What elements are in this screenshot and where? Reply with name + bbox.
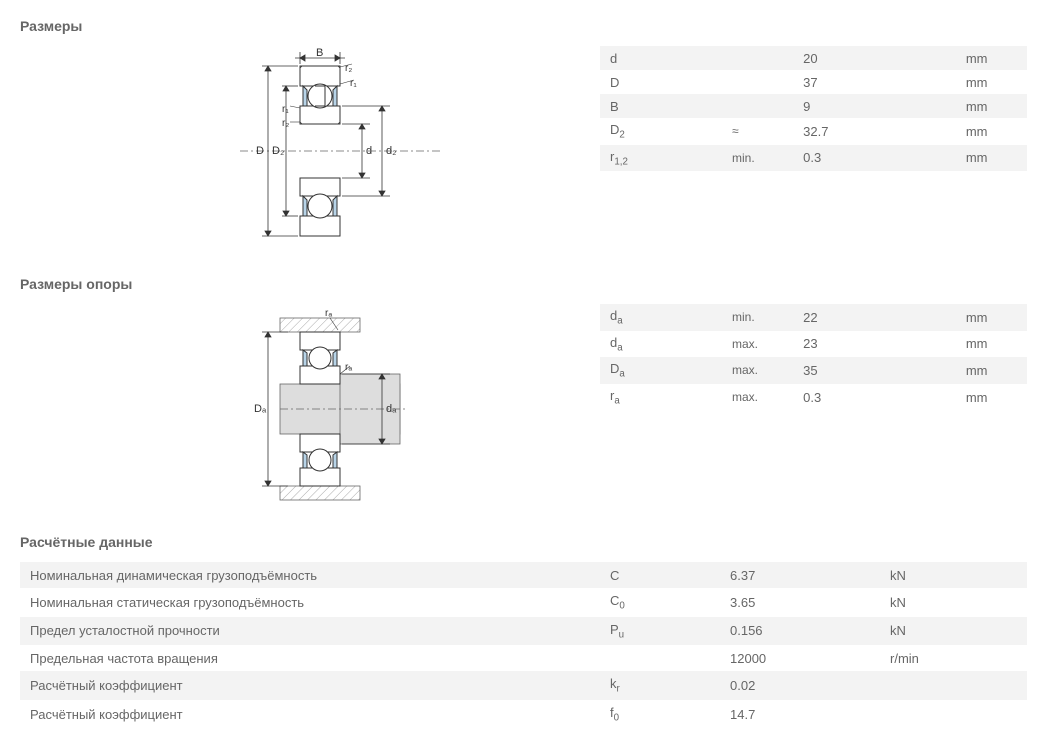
label-cell: Номинальная статическая грузоподъёмность [20,588,600,617]
qualifier-cell [722,70,793,94]
value-cell: 0.156 [720,617,880,646]
dim-ra-outer: rₐ [325,308,332,319]
symbol-cell: f0 [600,700,720,729]
value-cell: 3.65 [720,588,880,617]
value-cell: 23 [793,331,956,358]
value-cell: 0.3 [793,145,956,172]
label-cell: Предельная частота вращения [20,645,600,671]
unit-cell: mm [956,357,1027,384]
abutment-title: Размеры опоры [20,276,1027,292]
calc-table: Номинальная динамическая грузоподъёмност… [20,562,1027,728]
table-row: D 37mm [600,70,1027,94]
value-cell: 35 [793,357,956,384]
table-row: Номинальная динамическая грузоподъёмност… [20,562,1027,588]
dim-Da: Dₐ [254,403,267,415]
unit-cell [880,671,1027,700]
table-row: Damax.35mm [600,357,1027,384]
table-row: d 20mm [600,46,1027,70]
unit-cell: mm [956,145,1027,172]
abutment-section: rₐ rₐ Dₐ dₐ damin.22m [20,304,1027,514]
value-cell: 14.7 [720,700,880,729]
label-cell: Расчётный коэффициент [20,671,600,700]
value-cell: 0.02 [720,671,880,700]
dim-ra-inner: rₐ [345,362,352,373]
symbol-cell: C [600,562,720,588]
calc-title: Расчётные данные [20,534,1027,550]
symbol-cell: da [600,331,722,358]
bearing-diagram-svg: B r₂ r₁ r₁ r₂ D [240,46,440,256]
value-cell: 9 [793,94,956,118]
unit-cell: mm [956,118,1027,145]
symbol-cell: Pu [600,617,720,646]
label-cell: Номинальная динамическая грузоподъёмност… [20,562,600,588]
qualifier-cell: max. [722,331,793,358]
qualifier-cell: max. [722,384,793,411]
abutment-diagram: rₐ rₐ Dₐ dₐ [20,304,600,514]
unit-cell [880,700,1027,729]
value-cell: 12000 [720,645,880,671]
unit-cell: mm [956,304,1027,331]
dimensions-title: Размеры [20,18,1027,34]
table-row: Предел усталостной прочностиPu0.156kN [20,617,1027,646]
symbol-cell: r1,2 [600,145,722,172]
table-row: ramax.0.3mm [600,384,1027,411]
value-cell: 32.7 [793,118,956,145]
dim-d2: d₂ [386,145,396,157]
unit-cell: mm [956,331,1027,358]
qualifier-cell: max. [722,357,793,384]
symbol-cell: D [600,70,722,94]
dim-da: dₐ [386,403,397,415]
unit-cell: kN [880,617,1027,646]
table-row: Номинальная статическая грузоподъёмность… [20,588,1027,617]
symbol-cell: Da [600,357,722,384]
value-cell: 20 [793,46,956,70]
qualifier-cell: ≈ [722,118,793,145]
qualifier-cell [722,46,793,70]
abutment-table: damin.22mmdamax.23mmDamax.35mmramax.0.3m… [600,304,1027,410]
dim-d: d [366,145,372,157]
value-cell: 0.3 [793,384,956,411]
symbol-cell [600,645,720,671]
symbol-cell: d [600,46,722,70]
dim-B-label: B [316,47,323,59]
abutment-diagram-svg: rₐ rₐ Dₐ dₐ [240,304,440,514]
table-row: B 9mm [600,94,1027,118]
table-row: D2≈32.7mm [600,118,1027,145]
table-row: Расчётный коэффициентkr0.02 [20,671,1027,700]
symbol-cell: kr [600,671,720,700]
value-cell: 6.37 [720,562,880,588]
table-row: Предельная частота вращения 12000r/min [20,645,1027,671]
table-row: r1,2min.0.3mm [600,145,1027,172]
label-cell: Расчётный коэффициент [20,700,600,729]
symbol-cell: D2 [600,118,722,145]
unit-cell: r/min [880,645,1027,671]
dimensions-section: B r₂ r₁ r₁ r₂ D [20,46,1027,256]
symbol-cell: B [600,94,722,118]
dimensions-table: d20mmD37mmB9mmD2≈32.7mmr1,2min.0.3mm [600,46,1027,171]
label-cell: Предел усталостной прочности [20,617,600,646]
value-cell: 22 [793,304,956,331]
value-cell: 37 [793,70,956,94]
symbol-cell: ra [600,384,722,411]
dim-r1t: r₁ [350,78,357,89]
qualifier-cell: min. [722,304,793,331]
dim-D: D [256,145,264,157]
table-row: damin.22mm [600,304,1027,331]
symbol-cell: da [600,304,722,331]
unit-cell: kN [880,562,1027,588]
dimensions-diagram: B r₂ r₁ r₁ r₂ D [20,46,600,256]
unit-cell: mm [956,70,1027,94]
dim-D2: D₂ [272,145,284,157]
table-row: damax.23mm [600,331,1027,358]
unit-cell: mm [956,384,1027,411]
qualifier-cell [722,94,793,118]
symbol-cell: C0 [600,588,720,617]
unit-cell: kN [880,588,1027,617]
unit-cell: mm [956,46,1027,70]
qualifier-cell: min. [722,145,793,172]
unit-cell: mm [956,94,1027,118]
table-row: Расчётный коэффициентf014.7 [20,700,1027,729]
